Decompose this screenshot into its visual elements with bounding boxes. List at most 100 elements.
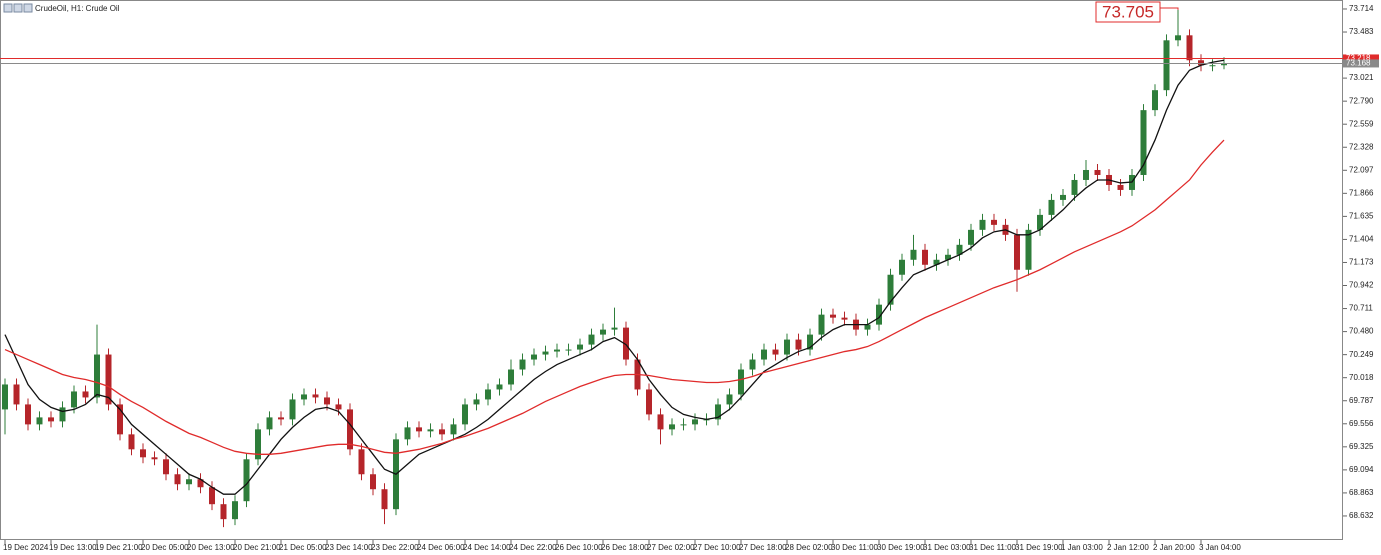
candle-body	[347, 409, 353, 450]
candle-body	[508, 369, 514, 385]
icon	[3, 3, 13, 13]
candle-body	[680, 424, 687, 426]
x-tick-label: 19 Dec 21:00	[95, 543, 143, 552]
candle-body	[588, 334, 595, 345]
y-tick-label: 71.635	[1349, 211, 1374, 220]
candle-body	[1083, 169, 1089, 180]
x-tick-label: 26 Dec 18:00	[601, 543, 649, 552]
candle-body	[140, 449, 146, 458]
candle-body	[657, 414, 664, 430]
candle-body	[761, 349, 767, 360]
x-tick-label: 31 Dec 03:00	[923, 543, 971, 552]
candle-body	[818, 314, 825, 335]
x-tick-label: 19 Dec 2024	[3, 543, 49, 552]
candle-body	[48, 417, 54, 422]
candle-body	[59, 407, 66, 422]
x-tick-label: 26 Dec 10:00	[555, 543, 603, 552]
candle-body	[36, 417, 43, 425]
candle-body	[715, 404, 721, 420]
candle-body	[473, 399, 480, 405]
y-tick-label: 72.559	[1349, 119, 1374, 128]
candle-body	[404, 427, 411, 440]
candle-body	[2, 384, 8, 410]
candle-body	[1175, 35, 1181, 41]
candle-body	[289, 399, 296, 420]
candle-body	[577, 344, 583, 350]
candle-body	[1117, 184, 1124, 190]
candle-body	[1163, 40, 1170, 91]
x-tick-label: 20 Dec 21:00	[233, 543, 281, 552]
candle-body	[1221, 63, 1227, 66]
candle-body	[623, 327, 629, 360]
candle-body	[1071, 179, 1078, 195]
candle-body	[1186, 35, 1193, 61]
candle-body	[991, 219, 997, 225]
candle-body	[554, 349, 560, 352]
candle-body	[738, 369, 744, 395]
candle-body	[335, 404, 342, 410]
x-tick-label: 27 Dec 10:00	[693, 543, 741, 552]
candle-body	[807, 334, 813, 350]
price-tag	[1343, 59, 1379, 68]
x-tick-label: 27 Dec 02:00	[647, 543, 695, 552]
x-tick-label: 23 Dec 14:00	[325, 543, 373, 552]
y-tick-label: 70.018	[1349, 373, 1374, 382]
x-tick-label: 20 Dec 13:00	[187, 543, 235, 552]
x-tick-label: 24 Dec 14:00	[463, 543, 511, 552]
y-tick-label: 70.711	[1349, 304, 1373, 313]
candle-body	[358, 449, 365, 475]
candle-body	[726, 394, 733, 405]
y-tick-label: 73.021	[1349, 73, 1374, 82]
y-tick-label: 73.483	[1349, 27, 1374, 36]
y-tick-label: 72.790	[1349, 96, 1374, 105]
y-tick-label: 69.094	[1349, 465, 1374, 474]
y-tick-label: 69.325	[1349, 442, 1374, 451]
candle-body	[128, 434, 135, 450]
candle-body	[1048, 199, 1055, 215]
candle-body	[1025, 229, 1032, 270]
y-tick-label: 68.863	[1349, 488, 1374, 497]
x-tick-label: 23 Dec 22:00	[371, 543, 419, 552]
x-tick-label: 28 Dec 02:00	[785, 543, 833, 552]
y-tick-label: 71.173	[1349, 258, 1374, 267]
candle-body	[611, 327, 618, 330]
candle-body	[439, 429, 445, 435]
price-tag-label: 73.218	[1346, 54, 1371, 63]
x-tick-label: 20 Dec 05:00	[141, 543, 189, 552]
candle-body	[1060, 194, 1066, 200]
candle-body	[784, 339, 790, 355]
y-tick-label: 72.097	[1349, 165, 1374, 174]
x-tick-label: 2 Jan 20:00	[1153, 543, 1195, 552]
candle-body	[1094, 169, 1101, 175]
candle-body	[94, 354, 100, 398]
candle-body	[933, 259, 940, 265]
y-tick-label: 71.404	[1349, 235, 1374, 244]
candle-body	[163, 459, 169, 475]
candle-body	[151, 457, 158, 460]
candle-body	[830, 314, 836, 318]
price-tag-label: 73.168	[1346, 59, 1371, 68]
candle-body	[485, 389, 491, 400]
candle-body	[1209, 65, 1216, 67]
annotation-box	[1095, 1, 1161, 23]
candle-body	[266, 417, 273, 430]
plot-frame	[0, 0, 1343, 540]
moving-average	[4, 59, 1225, 495]
candle-body	[1140, 110, 1147, 175]
candle-body	[450, 424, 457, 435]
candle-body	[82, 391, 89, 398]
icon	[13, 3, 23, 13]
x-tick-label: 31 Dec 11:00	[969, 543, 1017, 552]
candle-body	[243, 459, 250, 502]
candle-body	[220, 504, 227, 520]
candle-body	[795, 339, 802, 350]
candle-body	[255, 429, 261, 460]
candle-body	[1037, 214, 1043, 230]
candle-body	[887, 274, 894, 305]
candle-body	[370, 474, 376, 490]
x-tick-label: 3 Jan 04:00	[1199, 543, 1241, 552]
x-tick-label: 27 Dec 18:00	[739, 543, 787, 552]
candle-body	[749, 359, 756, 370]
y-tick-label: 73.714	[1349, 4, 1374, 13]
candle-body	[174, 474, 181, 485]
